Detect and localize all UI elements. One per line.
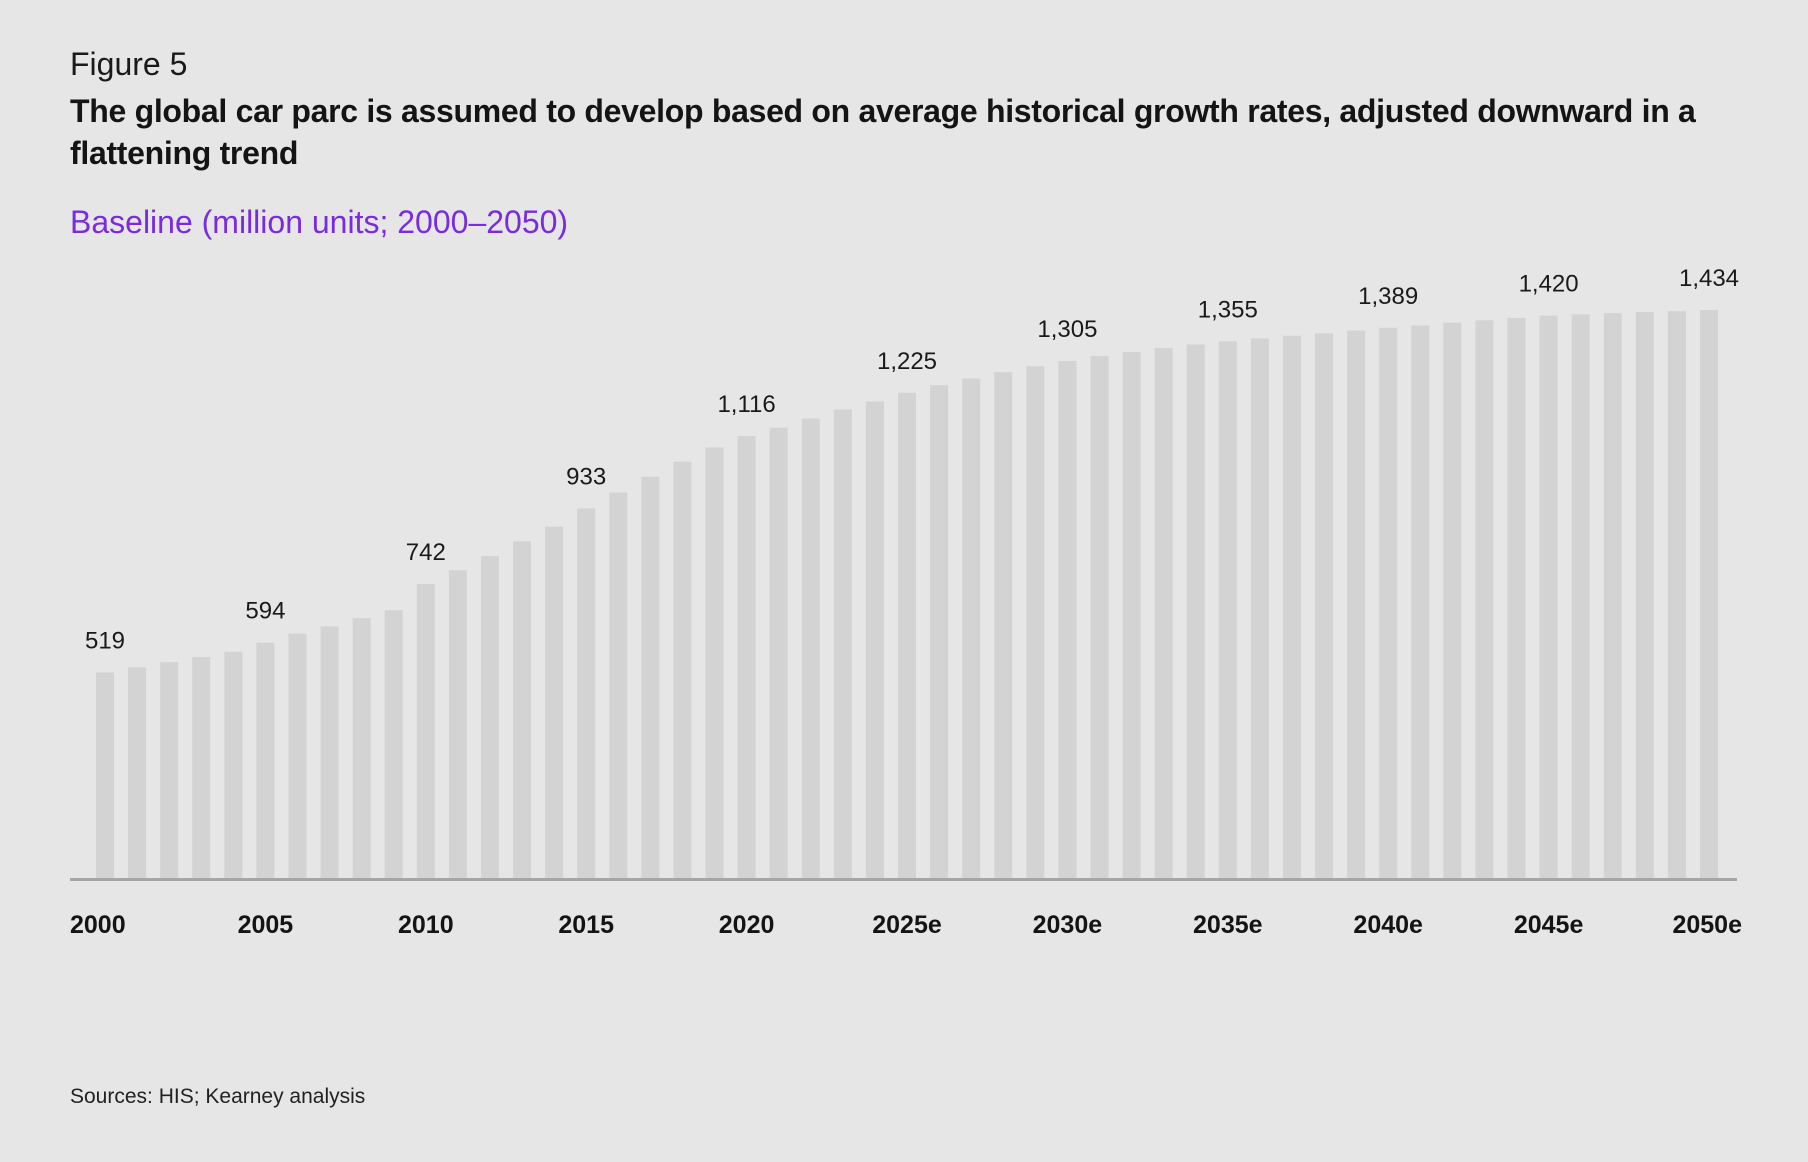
bar-2001 bbox=[128, 667, 147, 878]
data-label-2030: 1,305 bbox=[1037, 316, 1097, 343]
bar-chart: 519 594 742 933 1,116 1,225 1,305 1,355 1,389 1,4… bbox=[70, 265, 1742, 939]
bar-2008 bbox=[352, 618, 371, 878]
bar-2016 bbox=[609, 492, 628, 878]
chart-subtitle: Baseline (million units; 2000–2050) bbox=[70, 204, 569, 240]
bar-2014 bbox=[545, 526, 564, 878]
bar-2047 bbox=[1603, 313, 1622, 878]
x-tick-label-2025: 2025e bbox=[872, 911, 942, 939]
x-tick-label-2045: 2045e bbox=[1514, 911, 1584, 939]
bar-2027 bbox=[962, 378, 981, 878]
bar-2018 bbox=[673, 461, 692, 878]
bar-2037 bbox=[1282, 335, 1301, 878]
bar-2042 bbox=[1443, 322, 1462, 878]
bar-2044 bbox=[1507, 317, 1526, 878]
bar-2034 bbox=[1186, 344, 1205, 879]
bar-2028 bbox=[994, 372, 1013, 878]
chart-title: The global car parc is assumed to develo… bbox=[70, 93, 1696, 171]
bar-2045 bbox=[1539, 315, 1558, 878]
bar-2022 bbox=[801, 418, 820, 878]
data-label-2010: 742 bbox=[406, 539, 446, 566]
data-label-2050: 1,434 bbox=[1679, 265, 1739, 292]
source-note: Sources: HIS; Kearney analysis bbox=[70, 1085, 366, 1108]
bar-2004 bbox=[224, 651, 243, 878]
x-tick-label-2040: 2040e bbox=[1353, 911, 1423, 939]
x-tick-label-2050: 2050e bbox=[1672, 911, 1742, 939]
bar-2017 bbox=[641, 476, 660, 878]
data-label-2025: 1,225 bbox=[877, 348, 937, 375]
bar-2021 bbox=[769, 427, 788, 878]
x-tick-label-2005: 2005 bbox=[238, 911, 294, 939]
bar-2031 bbox=[1090, 355, 1109, 878]
bar-2036 bbox=[1250, 338, 1269, 878]
bar-2040 bbox=[1379, 327, 1398, 878]
bar-2012 bbox=[480, 555, 499, 878]
bar-2035 bbox=[1218, 341, 1237, 878]
x-tick-label-2015: 2015 bbox=[558, 911, 614, 939]
bar-2049 bbox=[1667, 311, 1686, 878]
bar-2011 bbox=[448, 570, 467, 878]
bar-2041 bbox=[1411, 325, 1430, 878]
figure-label: Figure 5 bbox=[70, 46, 188, 82]
bar-2007 bbox=[320, 626, 339, 878]
data-label-2040: 1,389 bbox=[1358, 283, 1418, 310]
bar-2010 bbox=[416, 584, 435, 878]
bar-2006 bbox=[288, 633, 307, 878]
bar-2013 bbox=[513, 541, 532, 878]
bar-2015 bbox=[577, 508, 596, 878]
bar-2030 bbox=[1058, 361, 1077, 879]
bar-2026 bbox=[930, 385, 949, 878]
bar-2009 bbox=[384, 610, 403, 878]
data-label-2035: 1,355 bbox=[1198, 296, 1258, 323]
data-label-2020: 1,116 bbox=[717, 391, 775, 418]
bar-2023 bbox=[833, 409, 852, 878]
bar-2043 bbox=[1475, 320, 1494, 878]
x-tick-label-2030: 2030e bbox=[1033, 911, 1103, 939]
bar-2038 bbox=[1315, 333, 1334, 878]
bar-2046 bbox=[1571, 314, 1590, 878]
x-tick-label-2000: 2000 bbox=[70, 911, 126, 939]
data-label-2000: 519 bbox=[85, 627, 125, 654]
x-tick-label-2035: 2035e bbox=[1193, 911, 1263, 939]
x-tick-label-2010: 2010 bbox=[398, 911, 454, 939]
bar-2025 bbox=[898, 392, 916, 878]
bar-2032 bbox=[1122, 351, 1141, 878]
bar-2002 bbox=[160, 662, 179, 878]
data-label-2045: 1,420 bbox=[1519, 271, 1579, 298]
bar-2029 bbox=[1026, 366, 1045, 878]
bar-2033 bbox=[1154, 348, 1173, 878]
bar-2019 bbox=[705, 447, 724, 878]
bar-2003 bbox=[192, 656, 211, 878]
bar-2020 bbox=[737, 435, 756, 878]
bar-2039 bbox=[1347, 330, 1366, 879]
data-label-2005: 594 bbox=[245, 598, 285, 625]
x-tick-label-2020: 2020 bbox=[719, 911, 775, 939]
data-label-2015: 933 bbox=[566, 463, 606, 490]
bar-2005 bbox=[256, 642, 275, 878]
bar-2048 bbox=[1635, 311, 1654, 879]
bar-2000 bbox=[96, 672, 114, 878]
bar-2024 bbox=[865, 401, 884, 878]
bar-2050 bbox=[1700, 310, 1718, 878]
